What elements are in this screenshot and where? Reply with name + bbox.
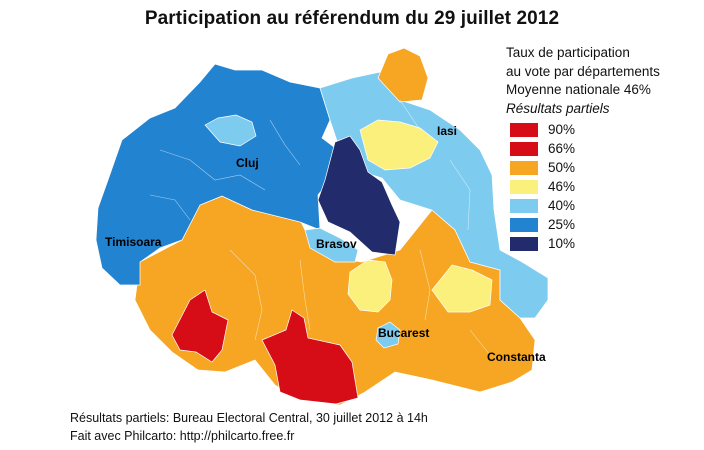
region-yellow-southcenter bbox=[347, 259, 393, 313]
region-orange-north bbox=[377, 47, 429, 103]
legend-item: 50% bbox=[510, 159, 610, 178]
legend-swatch bbox=[510, 180, 538, 194]
legend-heading: Taux de participation au vote par départ… bbox=[506, 44, 696, 118]
legend-line-3: Moyenne nationale 46% bbox=[506, 82, 651, 97]
legend-item: 46% bbox=[510, 178, 610, 197]
legend-swatch bbox=[510, 218, 538, 232]
region-lightblue-brasov bbox=[304, 227, 359, 263]
legend-line-4: Résultats partiels bbox=[506, 100, 610, 116]
legend-label: 90% bbox=[548, 122, 576, 137]
legend-item: 40% bbox=[510, 197, 610, 216]
legend-item: 25% bbox=[510, 216, 610, 235]
city-label-bucarest: Bucarest bbox=[378, 326, 430, 340]
department-borders bbox=[149, 99, 491, 356]
legend-label: 10% bbox=[548, 236, 576, 251]
legend-swatch bbox=[510, 142, 538, 156]
legend-label: 40% bbox=[548, 198, 576, 213]
region-orange-south bbox=[134, 195, 536, 406]
legend-item: 66% bbox=[510, 140, 610, 159]
city-label-constanta: Constanta bbox=[487, 350, 546, 364]
region-lightblue-cluj bbox=[204, 114, 257, 147]
region-red-south bbox=[261, 309, 359, 405]
region-navy-center bbox=[317, 135, 401, 256]
legend-item: 90% bbox=[510, 121, 610, 140]
city-label-iasi: Iasi bbox=[437, 124, 458, 138]
legend-label: 66% bbox=[548, 141, 576, 156]
city-label-cluj: Cluj bbox=[236, 156, 259, 170]
city-label-brasov: Brasov bbox=[316, 237, 357, 251]
legend-list: 90% 66% 50% 46% 40% 25% 10% bbox=[510, 121, 610, 254]
footer: Résultats partiels: Bureau Electoral Cen… bbox=[70, 409, 428, 445]
legend-swatch bbox=[510, 237, 538, 251]
region-yellow-southeast bbox=[431, 264, 493, 313]
legend-label: 46% bbox=[548, 179, 576, 194]
legend-label: 25% bbox=[548, 217, 576, 232]
legend-swatch bbox=[510, 199, 538, 213]
credit-note: Fait avec Philcarto: http://philcarto.fr… bbox=[70, 429, 295, 443]
source-note: Résultats partiels: Bureau Electoral Cen… bbox=[70, 411, 428, 425]
legend-item: 10% bbox=[510, 235, 610, 254]
map-title: Participation au référendum du 29 juille… bbox=[144, 8, 560, 29]
legend-line-1: Taux de participation bbox=[506, 45, 630, 60]
legend-swatch bbox=[510, 123, 538, 137]
legend-line-2: au vote par départements bbox=[506, 63, 660, 79]
region-red-southwest bbox=[171, 289, 229, 363]
region-lightblue-bucarest bbox=[375, 321, 401, 349]
city-label-timisoara: Timisoara bbox=[105, 235, 162, 249]
legend-label: 50% bbox=[548, 160, 576, 175]
legend-swatch bbox=[510, 161, 538, 175]
region-yellow-northeast bbox=[359, 119, 439, 171]
